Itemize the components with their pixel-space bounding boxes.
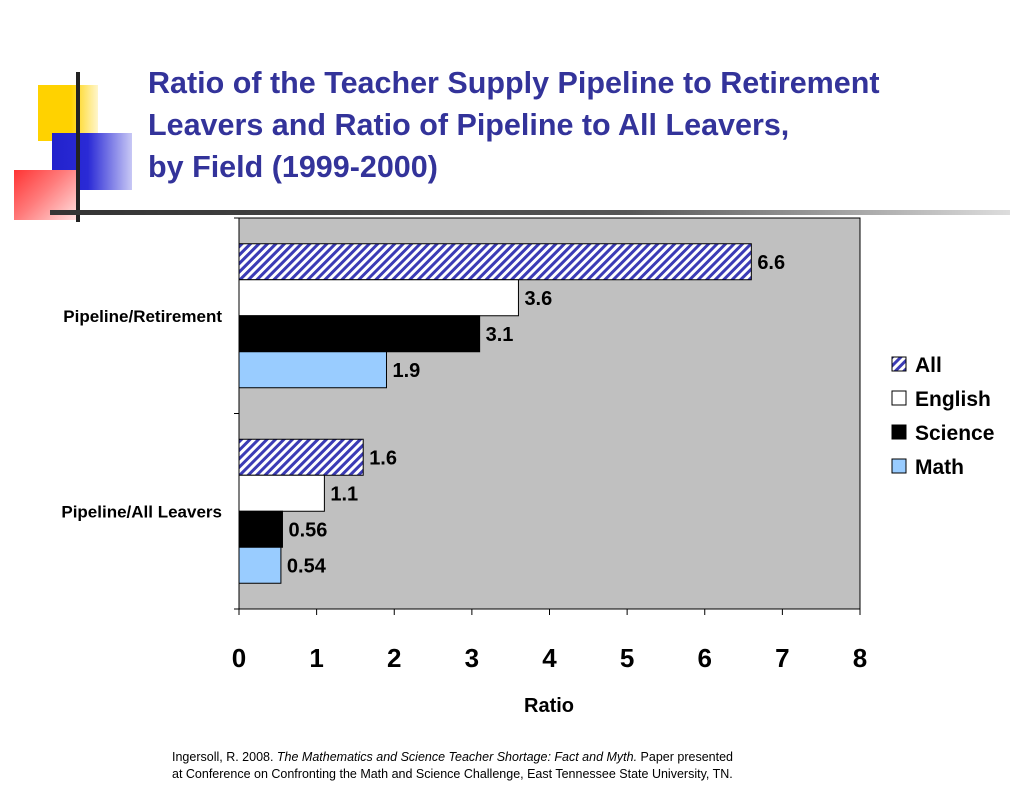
data-label: 0.56 [288, 519, 327, 541]
bar-math-0 [238, 351, 387, 389]
bar-science-1 [238, 510, 283, 548]
citation-venue: at Conference on Confronting the Math an… [172, 767, 733, 781]
x-tick-label: 4 [542, 643, 557, 673]
data-label: 3.1 [486, 324, 514, 346]
x-axis-title: Ratio [524, 695, 574, 717]
x-tick-label: 8 [853, 643, 867, 673]
legend-label-all: All [915, 354, 942, 377]
x-tick-label: 3 [465, 643, 479, 673]
legend-label-science: Science [915, 422, 994, 445]
x-tick-label: 0 [232, 643, 246, 673]
title-line-2: Leavers and Ratio of Pipeline to All Lea… [148, 108, 790, 142]
legend-swatch-science [891, 424, 907, 440]
title-line-3: by Field (1999-2000) [148, 150, 438, 184]
legend-label-math: Math [915, 456, 964, 479]
data-label: 0.54 [287, 555, 327, 577]
legend-swatch-math [891, 458, 907, 474]
title-underline [50, 210, 1010, 215]
data-label: 1.6 [369, 447, 397, 469]
data-label: 1.1 [330, 483, 358, 505]
slide-title: Ratio of the Teacher Supply Pipeline to … [148, 62, 998, 188]
data-label: 6.6 [757, 252, 785, 274]
legend-swatch-english [891, 390, 907, 406]
x-tick-label: 7 [775, 643, 789, 673]
title-line-1: Ratio of the Teacher Supply Pipeline to … [148, 66, 880, 100]
category-label: Pipeline/Retirement [63, 307, 222, 326]
legend-swatch-all [891, 356, 907, 372]
data-label: 1.9 [392, 360, 420, 382]
data-label: 3.6 [524, 288, 552, 310]
x-tick-label: 5 [620, 643, 634, 673]
bar-english-0 [238, 279, 519, 317]
x-tick-label: 2 [387, 643, 401, 673]
citation-author: Ingersoll, R. 2008. [172, 750, 277, 764]
legend-label-english: English [915, 388, 991, 411]
x-tick-label: 6 [698, 643, 712, 673]
bar-english-1 [238, 474, 325, 512]
citation-note: Paper presented [637, 750, 733, 764]
citation-title: The Mathematics and Science Teacher Shor… [276, 750, 638, 764]
citation-footnote: Ingersoll, R. 2008. The Mathematics and … [172, 749, 872, 783]
bar-all-1 [238, 438, 364, 476]
bar-science-0 [238, 315, 481, 353]
x-tick-label: 1 [309, 643, 323, 673]
decorative-vertical-line [76, 72, 80, 222]
bar-math-1 [238, 546, 282, 584]
decorative-yellow-square [38, 85, 98, 141]
category-label: Pipeline/All Leavers [61, 502, 222, 521]
bar-all-0 [238, 243, 752, 281]
